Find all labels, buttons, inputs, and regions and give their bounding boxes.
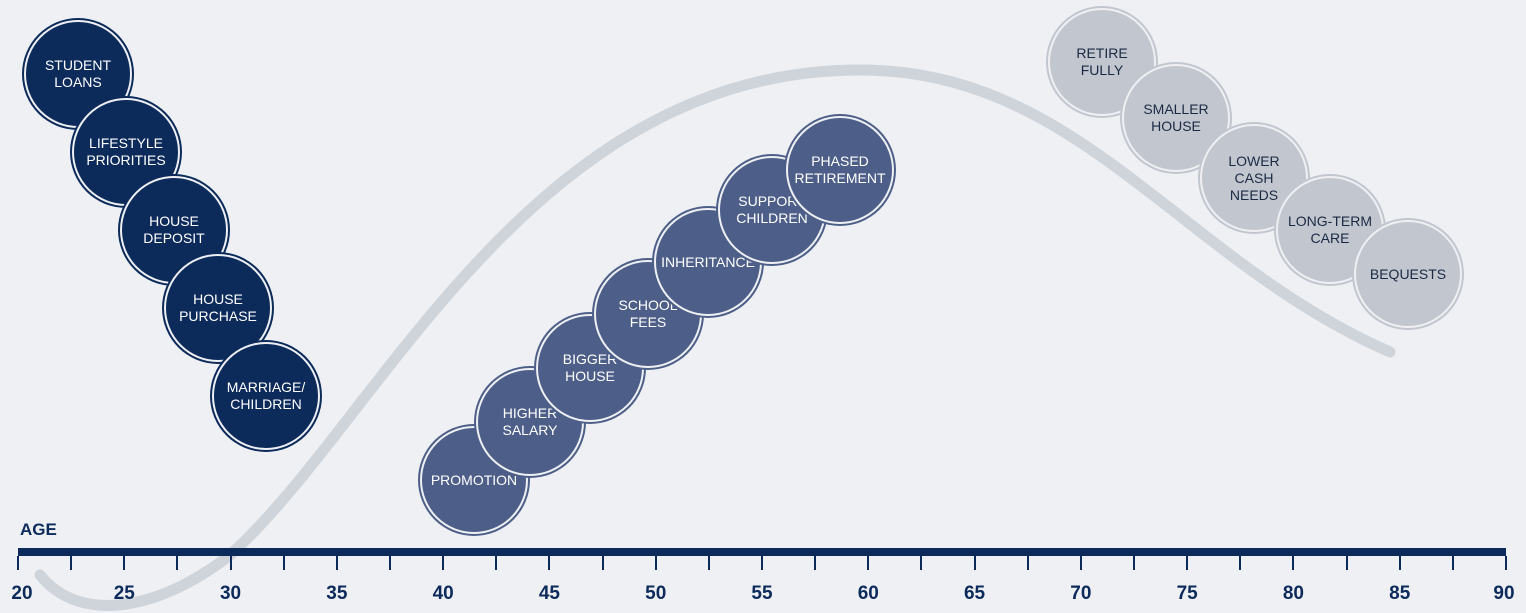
bubble-marriage-children: MARRIAGE/ CHILDREN — [214, 344, 318, 448]
axis-title: AGE — [20, 520, 57, 539]
bubble-label: SCHOOL FEES — [618, 297, 678, 330]
axis-tick-label: 50 — [645, 583, 667, 604]
bubble-label: BIGGER HOUSE — [562, 351, 618, 384]
bubble-label: LONG-TERM CARE — [1288, 213, 1372, 246]
axis-tick-label: 65 — [963, 583, 986, 604]
axis-tick-label: 80 — [1282, 583, 1304, 604]
bubble-label: HOUSE PURCHASE — [179, 291, 257, 324]
axis-tick — [389, 556, 391, 570]
axis-tick-label: 25 — [113, 583, 135, 604]
axis-tick-label: 85 — [1389, 583, 1411, 604]
bubble-long-term-care: LONG-TERM CARE — [1278, 178, 1382, 282]
bubble-label: SMALLER HOUSE — [1143, 101, 1209, 134]
bubble-label: BEQUESTS — [1369, 265, 1447, 282]
axis-tick — [1451, 556, 1454, 570]
axis-tick-label: 30 — [219, 583, 242, 604]
bubble-label: LOWER CASH NEEDS — [1228, 152, 1280, 203]
axis-tick — [17, 556, 19, 570]
bubble-label: MARRIAGE/ CHILDREN — [226, 379, 306, 412]
axis-tick — [814, 556, 817, 570]
wealth-curve-path — [34, 64, 1396, 611]
axis-tick — [176, 556, 179, 570]
bubble-school-fees: SCHOOL FEES — [596, 262, 700, 366]
axis-tick — [1186, 556, 1189, 570]
bubble-label: STUDENT LOANS — [44, 57, 112, 90]
axis-tick — [1026, 556, 1029, 570]
bubble-label: INHERITANCE — [661, 253, 755, 270]
axis-tick — [867, 556, 870, 570]
axis-tick — [123, 556, 126, 570]
axis-tick — [601, 556, 604, 570]
axis-tick — [761, 556, 763, 570]
axis-tick — [548, 556, 551, 570]
axis-tick-label: 45 — [538, 583, 560, 604]
bubble-label: SUPPORT CHILDREN — [736, 193, 808, 226]
axis-tick — [442, 556, 445, 570]
bubble-house-purchase: HOUSE PURCHASE — [166, 256, 270, 360]
axis-tick — [229, 556, 232, 570]
bubble-label: HIGHER SALARY — [502, 405, 558, 438]
bubble-phased-retirement: PHASED RETIREMENT — [788, 118, 892, 222]
axis-tick — [1133, 556, 1135, 570]
axis-tick — [1505, 556, 1507, 570]
bubble-label: LIFESTYLE PRIORITIES — [86, 135, 166, 168]
axis-tick — [654, 556, 657, 570]
axis-tick — [335, 556, 338, 570]
bubble-label: HOUSE DEPOSIT — [143, 213, 205, 246]
axis-tick — [920, 556, 923, 570]
axis-tick — [282, 556, 285, 570]
axis-tick — [1292, 556, 1295, 570]
bubble-higher-salary: HIGHER SALARY — [478, 370, 582, 474]
axis-tick-label: 75 — [1176, 583, 1198, 604]
axis-tick-label: 20 — [11, 583, 33, 604]
axis-tick — [707, 556, 710, 570]
axis-tick-label: 70 — [1070, 583, 1092, 604]
axis-tick — [1079, 556, 1082, 570]
bubble-label: PROMOTION — [430, 471, 518, 488]
axis-tick-label: 55 — [751, 583, 773, 604]
axis-tick-label: 35 — [326, 583, 348, 604]
axis-tick-label: 60 — [857, 583, 879, 604]
axis-tick — [1239, 556, 1242, 570]
bubble-bequests: BEQUESTS — [1356, 222, 1460, 326]
bubble-label: RETIRE FULLY — [1076, 45, 1128, 78]
axis-tick-label: 40 — [432, 583, 454, 604]
axis-tick — [1345, 556, 1348, 570]
bubble-label: PHASED RETIREMENT — [794, 153, 886, 186]
axis-tick-label: 90 — [1493, 583, 1515, 604]
axis-tick — [973, 556, 976, 570]
axis-tick — [495, 556, 498, 570]
bubble-lower-cash-needs: LOWER CASH NEEDS — [1202, 126, 1306, 230]
axis-tick — [1398, 556, 1401, 570]
age-axis-bar — [18, 548, 1506, 556]
axis-tick — [70, 556, 73, 570]
